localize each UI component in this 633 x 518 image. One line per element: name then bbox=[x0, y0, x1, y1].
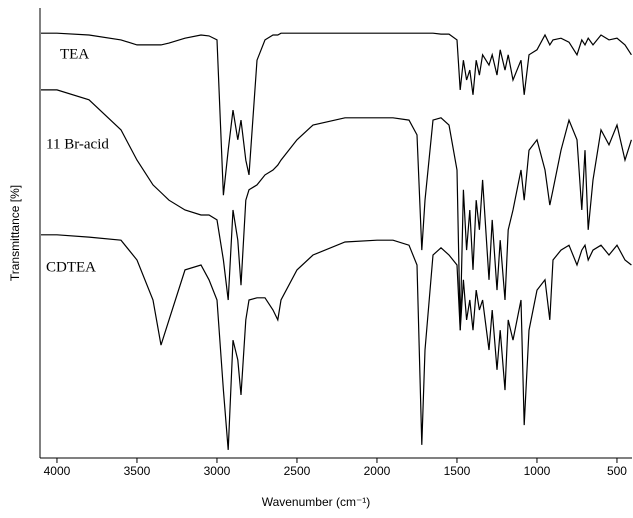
spectrum-line bbox=[41, 89, 632, 331]
series-label: 11 Br-acid bbox=[46, 136, 109, 152]
series-label: TEA bbox=[60, 46, 89, 62]
x-tick-label: 2500 bbox=[284, 464, 311, 478]
x-axis-label: Wavenumber (cm⁻¹) bbox=[262, 495, 371, 509]
spectrum-line bbox=[41, 234, 632, 450]
series-label: CDTEA bbox=[46, 259, 96, 275]
x-tick-label: 3500 bbox=[124, 464, 151, 478]
x-tick-label: 1500 bbox=[444, 464, 471, 478]
x-tick-label: 3000 bbox=[204, 464, 231, 478]
x-tick-label: 4000 bbox=[44, 464, 71, 478]
x-tick-label: 2000 bbox=[364, 464, 391, 478]
x-tick-label: 1000 bbox=[524, 464, 551, 478]
y-axis-label: Transmittance [%] bbox=[8, 185, 22, 281]
spectrum-line bbox=[41, 32, 632, 196]
x-tick-label: 500 bbox=[607, 464, 627, 478]
